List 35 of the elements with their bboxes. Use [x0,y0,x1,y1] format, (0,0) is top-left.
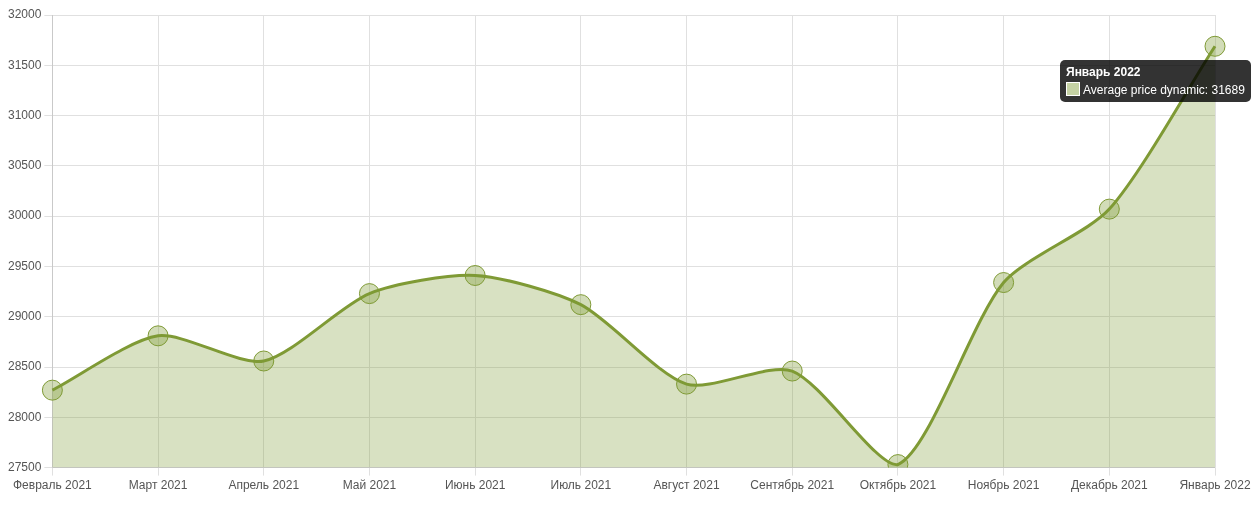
y-tick-label: 30500 [7,158,42,173]
x-tick-label: Июнь 2021 [444,478,506,493]
point [1098,198,1120,220]
y-tick-label: 29500 [7,258,42,273]
y-tick-label: 27500 [7,459,42,474]
point [41,379,63,401]
x-tick-label: Август 2021 [653,478,720,493]
x-tick-label: Декабрь 2021 [1070,478,1149,493]
x-tick-label: Март 2021 [128,478,188,493]
point [147,325,169,347]
y-tick-label: 32000 [7,7,42,22]
point [464,265,486,286]
x-tick-label: Май 2021 [342,478,397,493]
x-tick-label: Июль 2021 [550,478,612,493]
annotation: Average price dynamic: 31689 [1082,82,1245,98]
x-tick-label: Октябрь 2021 [859,478,937,493]
annotation: Январь 2022 [1066,65,1142,80]
point [1204,35,1226,57]
y-tick-label: 31000 [7,107,42,122]
x-tick-label: Январь 2022 [1179,478,1251,493]
point [781,360,803,382]
y-tick-label: 31500 [7,57,42,72]
y-tick-label: 28000 [7,409,42,424]
x-tick-label: Апрель 2021 [228,478,300,493]
point [253,350,275,372]
point [993,272,1015,294]
point [358,283,380,305]
y-tick-label: 29000 [7,309,42,324]
point [570,294,592,316]
y-tick-label: 28500 [7,359,42,374]
x-tick-label: Февраль 2021 [12,478,93,493]
point [676,373,698,395]
x-tick-label: Сентябрь 2021 [750,478,835,493]
y-tick-label: 30000 [7,208,42,223]
x-tick-label: Ноябрь 2021 [967,478,1040,493]
